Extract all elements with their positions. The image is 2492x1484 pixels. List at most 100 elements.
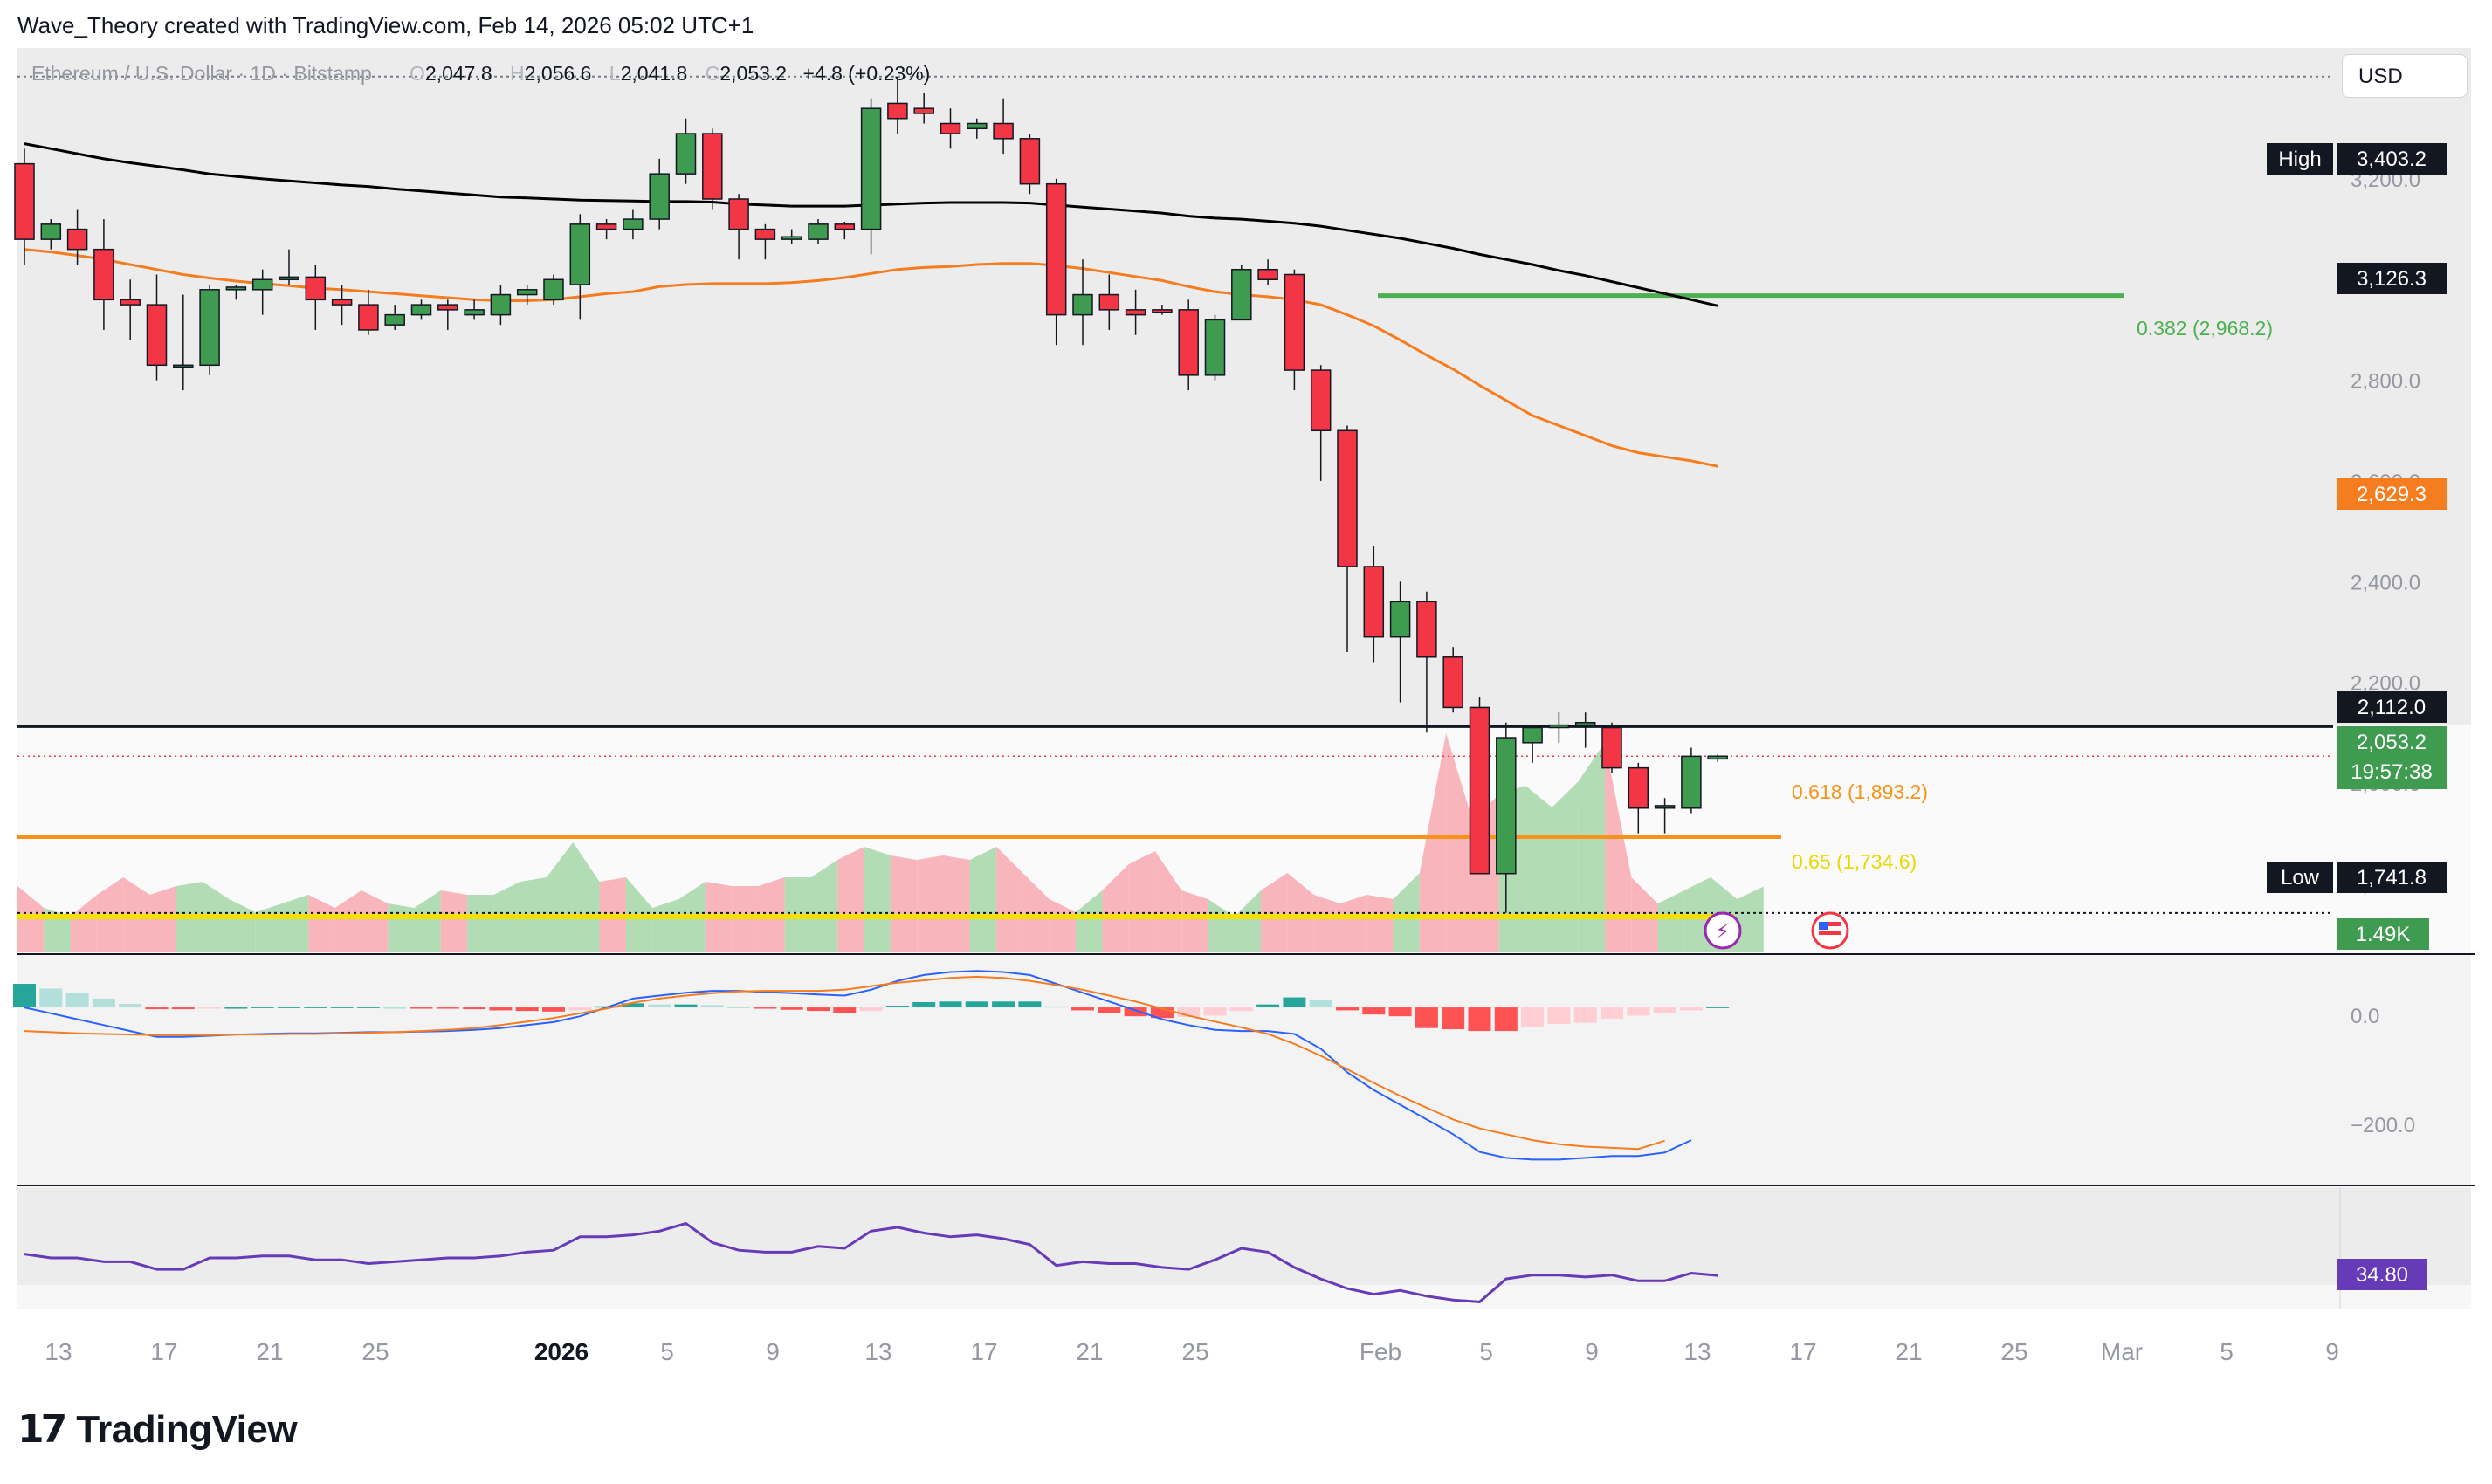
macd-histogram-bar (992, 1001, 1015, 1008)
candle[interactable] (1072, 259, 1093, 346)
volume-area-segment (1287, 873, 1314, 952)
candle[interactable] (1522, 726, 1543, 763)
candle[interactable] (569, 214, 591, 320)
macd-indicator[interactable] (13, 970, 1730, 1161)
candle[interactable] (358, 289, 379, 335)
candle[interactable] (1284, 269, 1305, 391)
candle[interactable] (623, 209, 644, 240)
candle[interactable] (967, 118, 988, 139)
ema-mid-tag: 2,629.3 (2337, 478, 2447, 510)
candle[interactable] (1389, 581, 1411, 703)
volume-area-segment (1605, 742, 1632, 952)
candle[interactable] (173, 294, 194, 391)
candle[interactable] (1496, 722, 1517, 913)
macd-histogram-bar (1653, 1007, 1676, 1013)
close-value: 2,053.2 (719, 62, 787, 85)
macd-histogram-bar (1044, 1006, 1068, 1008)
candle[interactable] (516, 285, 538, 306)
candle[interactable] (1231, 264, 1252, 321)
earnings-event-icon[interactable]: ⚡ (1704, 911, 1742, 950)
tradingview-wordmark: TradingView (76, 1407, 298, 1451)
candle[interactable] (1416, 591, 1437, 733)
candle[interactable] (199, 285, 220, 375)
candle[interactable] (543, 274, 564, 306)
candle[interactable] (728, 194, 749, 260)
candle[interactable] (490, 285, 512, 326)
macd-histogram-bar (1071, 1007, 1094, 1011)
candle[interactable] (279, 249, 299, 285)
volume-area-segment (1366, 895, 1394, 952)
volume-area-segment (1446, 733, 1473, 952)
candle[interactable] (1310, 365, 1332, 481)
time-axis-label: 5 (1479, 1338, 1493, 1365)
candle[interactable] (754, 223, 776, 260)
candle[interactable] (595, 219, 617, 240)
candle[interactable] (251, 269, 273, 315)
macd-histogram-bar (92, 998, 115, 1008)
candle[interactable] (993, 98, 1014, 155)
time-axis[interactable]: 13 17 21 25 2026 5 9 13 17 21 25 Feb 5 9 13 17 21 25 Mar 5 9 (45, 1338, 2338, 1365)
candle[interactable] (1707, 754, 1728, 762)
candle[interactable] (1442, 647, 1463, 713)
candle-body (1469, 706, 1490, 875)
macd-histogram-bar (515, 1007, 539, 1012)
candle[interactable] (410, 299, 432, 320)
candle[interactable] (1628, 762, 1649, 834)
us-flag-event-icon[interactable] (1811, 911, 1849, 950)
symbol-name[interactable]: Ethereum / U.S. Dollar · 1D · Bitstamp (31, 62, 372, 85)
rsi-indicator[interactable] (24, 1221, 1718, 1303)
currency-button[interactable]: USD (2342, 54, 2468, 98)
svg-text:⚡: ⚡ (1716, 919, 1731, 944)
candle[interactable] (1363, 546, 1385, 663)
candle[interactable] (1681, 747, 1702, 814)
candle[interactable] (1152, 305, 1173, 315)
candle[interactable] (225, 285, 247, 300)
candle[interactable] (331, 285, 353, 326)
candle[interactable] (940, 108, 961, 149)
macd-histogram-bar (13, 984, 36, 1008)
candle[interactable] (702, 128, 723, 210)
candle[interactable] (14, 148, 35, 265)
candle[interactable] (384, 305, 405, 330)
candle[interactable] (1654, 798, 1676, 834)
candle[interactable] (40, 219, 62, 250)
candle[interactable] (1548, 712, 1570, 743)
candle[interactable] (887, 76, 908, 134)
candle[interactable] (1337, 425, 1358, 653)
candle[interactable] (146, 274, 168, 381)
low-value: 2,041.8 (621, 62, 688, 85)
volume-area-segment (1419, 733, 1447, 952)
macd-signal-line[interactable] (24, 975, 1665, 1151)
candle[interactable] (1469, 697, 1490, 875)
candle[interactable] (781, 229, 802, 244)
tradingview-logo[interactable]: 17 TradingView (17, 1407, 298, 1452)
candle[interactable] (649, 158, 670, 230)
candle[interactable] (120, 279, 141, 340)
candle[interactable] (834, 221, 856, 240)
rsi-line[interactable] (24, 1221, 1718, 1303)
candle[interactable] (66, 209, 88, 265)
candle[interactable] (1601, 722, 1622, 773)
candle[interactable] (1019, 134, 1041, 195)
candle[interactable] (1178, 299, 1199, 391)
candle-body (120, 299, 141, 306)
candle[interactable] (913, 93, 934, 124)
candle[interactable] (1204, 314, 1226, 381)
candle[interactable] (1098, 274, 1120, 330)
candle[interactable] (1125, 289, 1146, 335)
candle[interactable] (675, 118, 697, 184)
candle[interactable] (93, 219, 114, 330)
candle[interactable] (1574, 712, 1596, 748)
candle-body (464, 309, 485, 316)
candle[interactable] (860, 98, 882, 255)
candlestick-series[interactable] (14, 76, 1728, 913)
candle[interactable] (808, 219, 829, 244)
candle[interactable] (1045, 178, 1067, 346)
candle[interactable] (437, 299, 458, 330)
macd-histogram-bar (39, 988, 63, 1008)
candle[interactable] (464, 299, 485, 320)
candle[interactable] (1257, 259, 1278, 285)
candle[interactable] (305, 264, 327, 330)
volume-area-segment (943, 855, 970, 952)
